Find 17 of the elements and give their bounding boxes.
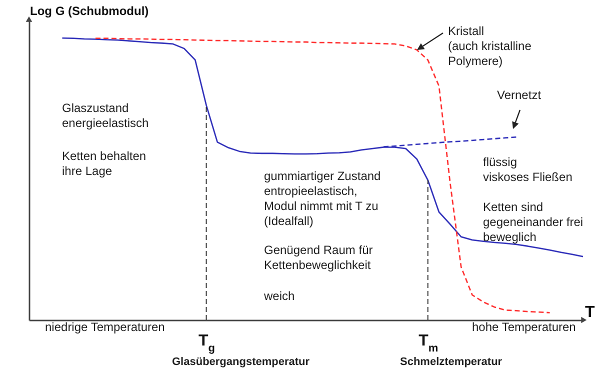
annotation: Ketten sind gegeneinander frei beweglich bbox=[483, 200, 584, 244]
y-axis-title: Log G (Schubmodul) bbox=[30, 4, 149, 18]
text: Glasübergangstemperatur bbox=[172, 356, 310, 368]
annotation: Glaszustand energieelastisch bbox=[62, 101, 149, 130]
x-tick-label: T$_{m}$ bbox=[418, 332, 438, 354]
annotation: Kristall (auch kristalline Polymere) bbox=[448, 24, 532, 68]
annotation: Genügend Raum für Kettenbeweglichkeit bbox=[264, 243, 373, 272]
annotation: flüssig viskoses Fließen bbox=[483, 155, 572, 184]
annotation: gummiartiger Zustand entropieelastisch, Modul nimmt mit T zu (Idealfall) bbox=[264, 169, 381, 228]
x-tick-label: T$_{g}$ bbox=[198, 332, 216, 354]
x-axis-title: T bbox=[585, 304, 595, 321]
annotation: weich bbox=[263, 289, 295, 303]
annotation: Ketten behalten ihre Lage bbox=[62, 149, 146, 178]
annotation: Vernetzt bbox=[497, 88, 542, 102]
text: Schmelztemperatur bbox=[400, 356, 503, 368]
text: niedrige Temperaturen bbox=[45, 320, 165, 334]
text: hohe Temperaturen bbox=[472, 320, 576, 334]
